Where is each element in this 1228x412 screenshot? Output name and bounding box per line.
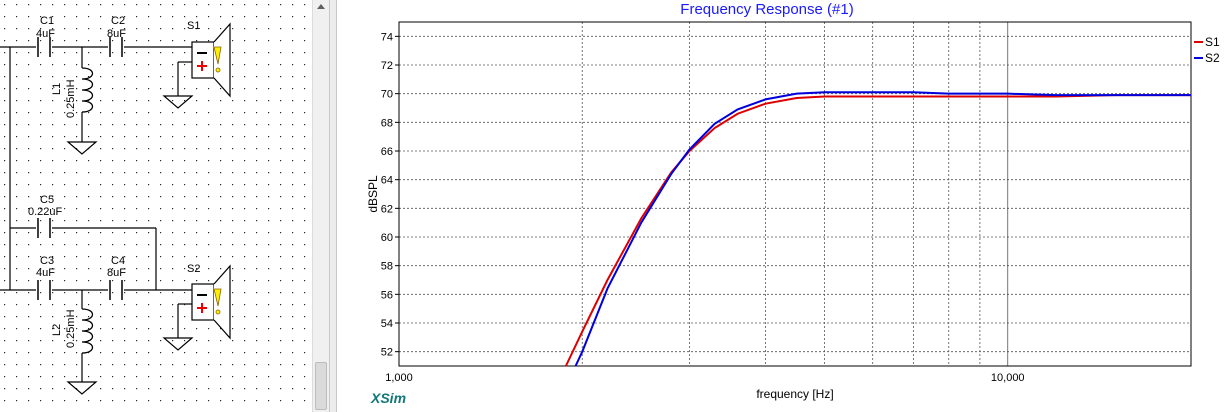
series-line-s1 bbox=[564, 94, 1191, 367]
y-tick-label: 64 bbox=[381, 175, 393, 187]
y-tick-label: 70 bbox=[381, 89, 393, 101]
y-tick-label: 68 bbox=[381, 117, 393, 129]
legend-label-s1: S1 bbox=[1205, 35, 1220, 49]
capacitor-c4[interactable] bbox=[109, 280, 123, 300]
c2-label: C2 bbox=[111, 15, 125, 27]
speaker-s1[interactable] bbox=[191, 22, 231, 98]
y-tick-label: 56 bbox=[381, 289, 393, 301]
c3-value: 4uF bbox=[36, 267, 55, 279]
chart-grid bbox=[399, 22, 1191, 366]
l2-label: L2 bbox=[51, 324, 63, 336]
ground-icon bbox=[162, 95, 194, 109]
warning-icon bbox=[213, 46, 222, 65]
xsim-brand-label: XSim bbox=[371, 390, 407, 406]
y-tick-label: 66 bbox=[381, 146, 393, 158]
s2-label: S2 bbox=[187, 263, 200, 275]
wires-top bbox=[0, 46, 192, 228]
ground-icon bbox=[66, 141, 98, 155]
capacitor-c1[interactable] bbox=[37, 37, 51, 57]
series-line-s2 bbox=[574, 91, 1191, 367]
inductor-l1[interactable] bbox=[81, 67, 94, 113]
c2-value: 8uF bbox=[107, 28, 126, 40]
x-axis-label: frequency [Hz] bbox=[756, 387, 833, 401]
y-tick-label: 52 bbox=[381, 347, 393, 359]
c4-label: C4 bbox=[111, 255, 125, 267]
l2-value: 0.25mH bbox=[65, 309, 77, 348]
l1-value: 0.25mH bbox=[65, 79, 77, 118]
y-tick-label: 58 bbox=[381, 261, 393, 273]
c5-value: 0.22uF bbox=[28, 206, 63, 218]
ground-icon bbox=[66, 381, 98, 395]
wires-bottom bbox=[0, 227, 192, 382]
scrollbar-thumb[interactable] bbox=[315, 362, 327, 410]
x-tick-label: 10,000 bbox=[991, 372, 1025, 384]
ground-icon bbox=[162, 337, 194, 351]
y-tick-label: 72 bbox=[381, 60, 393, 72]
frequency-response-chart[interactable]: 52 54 56 58 60 62 64 66 68 70 72 74 1,000 10,000 frequ… bbox=[337, 0, 1228, 412]
l1-label: L1 bbox=[51, 83, 63, 95]
y-tick-label: 62 bbox=[381, 203, 393, 215]
c3-label: C3 bbox=[40, 255, 54, 267]
schematic-pane[interactable]: C1 4uF C2 8uF L1 0.25mH bbox=[0, 0, 312, 412]
capacitor-c3[interactable] bbox=[37, 280, 51, 300]
plot-frame bbox=[398, 21, 1192, 367]
frequency-response-pane: Frequency Response (#1) 52 54 56 58 60 62 64 66… bbox=[337, 0, 1228, 412]
capacitor-c2[interactable] bbox=[109, 37, 123, 57]
s1-label: S1 bbox=[187, 20, 200, 32]
dot-grid bbox=[0, 0, 312, 412]
capacitor-c5[interactable] bbox=[37, 218, 51, 238]
inductor-l2[interactable] bbox=[81, 308, 94, 354]
c4-value: 8uF bbox=[107, 267, 126, 279]
c1-value: 4uF bbox=[36, 28, 55, 40]
series-layer bbox=[564, 91, 1191, 367]
c5-label: C5 bbox=[40, 194, 54, 206]
schematic-canvas[interactable]: C1 4uF C2 8uF L1 0.25mH bbox=[0, 0, 312, 412]
pane-splitter[interactable] bbox=[329, 0, 337, 412]
schematic-scrollbar[interactable] bbox=[312, 0, 329, 412]
x-tick-label: 1,000 bbox=[385, 372, 413, 384]
legend-label-s2: S2 bbox=[1205, 51, 1220, 65]
y-tick-label: 60 bbox=[381, 232, 393, 244]
chart-title: Frequency Response (#1) bbox=[680, 1, 854, 18]
scroll-up-arrow-icon[interactable] bbox=[314, 0, 328, 14]
y-tick-label: 54 bbox=[381, 318, 393, 330]
axis-layer: 52 54 56 58 60 62 64 66 68 70 72 74 1,000 10,000 frequ… bbox=[366, 31, 1025, 401]
y-axis-label: dBSPL bbox=[366, 175, 380, 213]
warning-icon bbox=[213, 288, 222, 307]
y-tick-label: 74 bbox=[381, 31, 393, 43]
c1-label: C1 bbox=[40, 15, 54, 27]
speaker-s2[interactable] bbox=[191, 264, 231, 340]
